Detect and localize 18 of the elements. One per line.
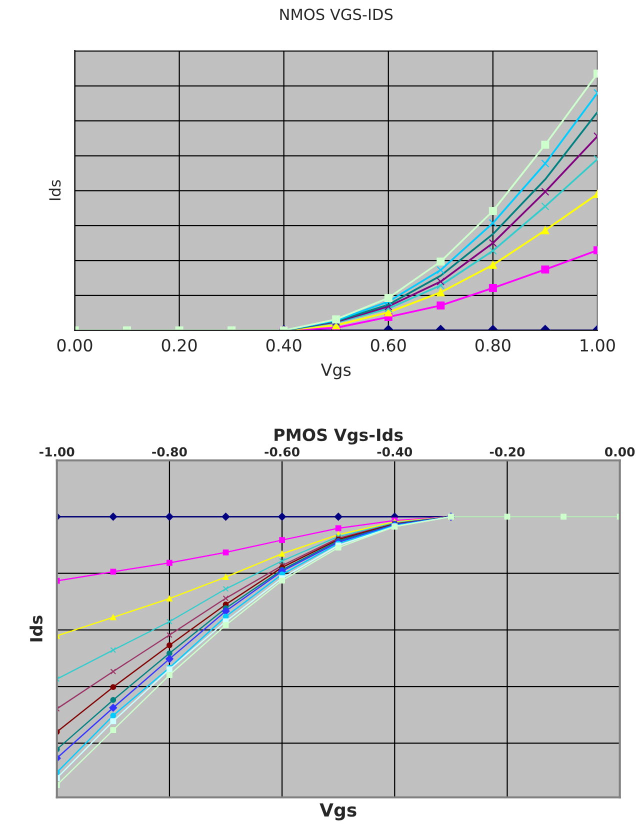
x-tick-label: -0.60 (264, 447, 300, 457)
x-tick-label: -0.20 (490, 447, 525, 457)
x-tick-label: 0.80 (475, 339, 510, 352)
x-tick-label: 0.00 (605, 447, 635, 457)
x-tick-label: 1.00 (580, 339, 615, 352)
chart-title: NMOS VGS-IDS (280, 8, 393, 20)
x-tick-label: -0.40 (377, 447, 412, 457)
y-axis-title: Ids (30, 616, 43, 642)
x-tick-label: 0.00 (57, 339, 92, 352)
x-axis-title: Vgs (320, 364, 351, 380)
x-tick-label: 0.40 (266, 339, 302, 352)
x-axis-title: Vgs (320, 803, 356, 820)
x-tick-label: -1.00 (40, 447, 74, 457)
x-tick-label: 0.60 (370, 339, 406, 352)
chart-title: PMOS Vgs-Ids (274, 428, 403, 445)
x-tick-label: 0.20 (162, 339, 197, 352)
y-axis-title: Ids (48, 180, 61, 200)
x-tick-label: -0.80 (152, 447, 187, 457)
